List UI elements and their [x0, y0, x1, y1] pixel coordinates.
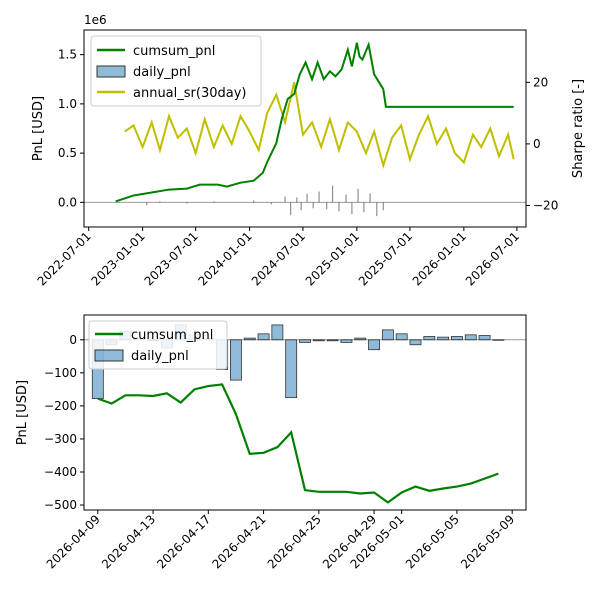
daily-pnl-bar	[257, 333, 270, 341]
daily-pnl-bar	[357, 188, 359, 203]
daily-pnl-bar	[464, 334, 477, 341]
y-tick-label: −200	[44, 399, 77, 413]
daily-pnl-bar	[312, 339, 325, 342]
daily-pnl-bar	[318, 191, 320, 203]
cumsum-line	[97, 383, 499, 504]
x-tick-label: 2026-07-01	[463, 229, 522, 288]
daily-pnl-bar	[230, 339, 242, 381]
cumsum-line	[115, 41, 514, 203]
daily-pnl-bar	[409, 339, 422, 346]
legend-label: cumsum_pnl	[133, 44, 215, 59]
y-tick-label: 0	[69, 333, 77, 347]
daily-pnl-bar	[326, 202, 328, 210]
daily-pnl-bar	[354, 337, 367, 341]
legend-label: annual_sr(30day)	[133, 86, 246, 101]
daily-pnl-bar	[331, 185, 334, 203]
daily-pnl-bar	[369, 193, 371, 203]
daily-pnl-bar	[299, 339, 311, 343]
daily-pnl-bar	[451, 336, 463, 341]
x-tick-label: 2026-04-21	[209, 512, 268, 571]
legend-label: cumsum_pnl	[131, 328, 213, 343]
daily-pnl-bar	[213, 201, 215, 203]
x-tick-label: 2023-01-01	[89, 229, 148, 288]
legend-label: daily_pnl	[133, 65, 191, 80]
daily-pnl-bar	[243, 337, 256, 341]
y-tick-label: 0.5	[58, 146, 77, 160]
daily-pnl-bar	[326, 339, 339, 342]
daily-pnl-bar	[300, 202, 302, 211]
y-tick-label: 0.0	[58, 195, 77, 209]
y2-tick-label: 20	[533, 75, 548, 89]
plot-frame	[83, 29, 527, 228]
daily-pnl-bar	[290, 202, 292, 216]
chart-bottom-daily-pnl: 0−100−200−300−400−5002026-04-092026-04-1…	[15, 314, 527, 571]
legend-swatch-daily	[96, 65, 126, 78]
y2-axis-label: Sharpe ratio [-]	[571, 79, 586, 178]
x-tick-label: 2026-04-13	[99, 512, 158, 571]
daily-pnl-bar	[381, 329, 394, 341]
legend-label: daily_pnl	[131, 349, 189, 364]
daily-pnl-bar	[306, 193, 308, 203]
x-tick-label: 2022-07-01	[35, 229, 94, 288]
daily-pnl-bar	[338, 202, 340, 212]
chart-top-pnl-sharpe: 0.0 0.5 1.0 1.5 1e6 −20 0 20 2022-07-012023-01-0…	[31, 13, 586, 288]
y-axis-label: PnL [USD]	[31, 96, 46, 161]
daily-pnl-bar	[285, 339, 298, 399]
x-tick-label: 2026-05-05	[403, 512, 462, 571]
x-tick-label: 2024-01-01	[196, 229, 255, 288]
daily-pnl-bar	[159, 201, 161, 203]
x-tick-label: 2023-07-01	[142, 229, 201, 288]
daily-pnl-bar	[146, 202, 148, 206]
plot-frame	[83, 314, 527, 511]
daily-pnl-bar	[423, 336, 436, 341]
daily-pnl-bar	[186, 202, 188, 204]
daily-pnl-bar	[395, 333, 408, 341]
daily-pnl-bar	[363, 202, 365, 213]
legend-swatch-daily	[94, 349, 124, 362]
x-tick-label: 2025-01-01	[303, 229, 362, 288]
daily-pnl-bar	[296, 197, 298, 203]
y2-tick-label: 0	[533, 137, 541, 151]
sharpe-line	[124, 82, 515, 169]
y-tick-label: −300	[44, 432, 77, 446]
x-tick-label: 2024-07-01	[249, 229, 308, 288]
daily-pnl-bar	[437, 336, 450, 341]
daily-pnl-bar	[340, 339, 353, 343]
daily-pnl-bar	[368, 339, 380, 351]
x-tick-label: 2026-04-25	[265, 512, 324, 571]
daily-pnl-bar	[382, 202, 384, 211]
daily-pnl-bar	[351, 202, 353, 215]
y-tick-label: 1.0	[58, 97, 77, 111]
daily-pnl-bar	[376, 202, 378, 217]
legend-box	[90, 35, 262, 107]
daily-pnl-bar	[312, 202, 314, 209]
daily-pnl-bar	[270, 202, 272, 205]
daily-pnl-bar	[478, 335, 491, 341]
x-tick-label: 2026-04-17	[154, 512, 213, 571]
y-offset-text: 1e6	[84, 13, 107, 27]
y-tick-label: −500	[44, 498, 77, 512]
daily-pnl-bar	[253, 200, 255, 203]
x-tick-label: 2026-04-09	[44, 512, 103, 571]
x-tick-label: 2026-01-01	[410, 229, 469, 288]
y-axis-label: PnL [USD]	[15, 380, 30, 445]
daily-pnl-bar	[345, 194, 347, 203]
y-tick-label: −400	[44, 465, 77, 479]
daily-pnl-bar	[271, 324, 284, 341]
y-tick-label: −100	[44, 366, 77, 380]
y-tick-label: 1.5	[58, 48, 77, 62]
x-tick-label: 2025-07-01	[356, 229, 415, 288]
x-tick-label: 2026-05-09	[458, 512, 517, 571]
daily-pnl-bar	[492, 339, 505, 341]
daily-pnl-bar	[284, 196, 286, 203]
y2-tick-label: −20	[533, 198, 558, 212]
